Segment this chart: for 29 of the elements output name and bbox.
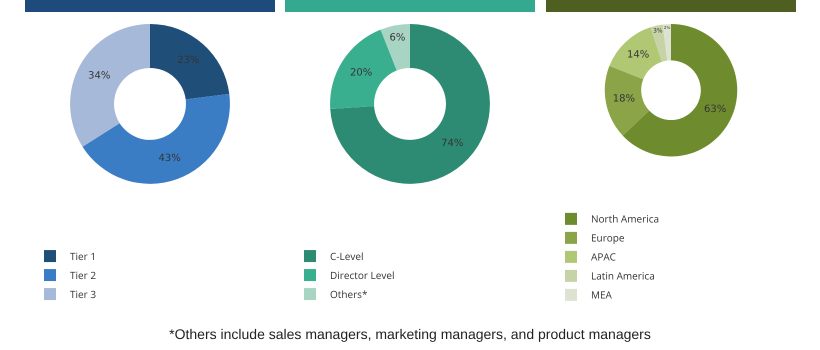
legend-label: Latin America [591, 268, 655, 283]
data-label: 6% [389, 32, 406, 44]
legend-label: Tier 3 [70, 286, 96, 301]
data-label: 20% [350, 67, 372, 78]
legend-label: Director Level [330, 268, 395, 282]
donut-slice [662, 24, 671, 61]
data-label: 14% [627, 50, 650, 61]
text: *Others include sales managers, marketing managers, and product managers [168, 326, 652, 342]
donut-slice [82, 94, 230, 184]
donut-slice [150, 24, 230, 100]
legend-label: Others* [330, 286, 368, 301]
legend-label: Tier 2 [70, 268, 96, 282]
legend-label: APAC [591, 250, 616, 264]
donut-slice [609, 27, 662, 80]
data-label: 63% [704, 104, 726, 115]
data-label: 74% [441, 138, 464, 150]
legend-label: MEA [591, 288, 613, 302]
data-label: 34% [88, 70, 110, 82]
donut-slice [70, 24, 150, 147]
legend-label: C-Level [330, 248, 364, 263]
data-label: 18% [612, 94, 635, 105]
donut-slice [604, 66, 650, 136]
donut-slice [330, 24, 490, 184]
legend-label: Tier 1 [70, 248, 96, 263]
legend-label: Europe [591, 230, 625, 245]
legend-label: North America [591, 212, 660, 226]
donut-slice [380, 24, 410, 70]
data-label: 23% [177, 54, 200, 66]
data-label: 43% [158, 152, 181, 164]
